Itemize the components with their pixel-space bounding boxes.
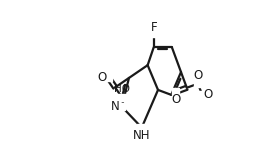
Text: F: F <box>150 21 157 34</box>
Bar <box>105 74 112 81</box>
Text: NH: NH <box>133 129 150 142</box>
Text: O: O <box>194 69 203 82</box>
Bar <box>136 124 147 131</box>
Bar <box>194 80 202 87</box>
Text: O: O <box>171 93 180 106</box>
Text: O: O <box>204 88 213 101</box>
Bar <box>198 91 206 99</box>
Text: O: O <box>97 71 106 84</box>
Bar <box>149 30 158 37</box>
Bar <box>118 103 125 110</box>
Bar <box>116 94 128 101</box>
Text: HO: HO <box>114 84 130 94</box>
Text: N: N <box>111 100 119 113</box>
Bar <box>172 88 179 95</box>
